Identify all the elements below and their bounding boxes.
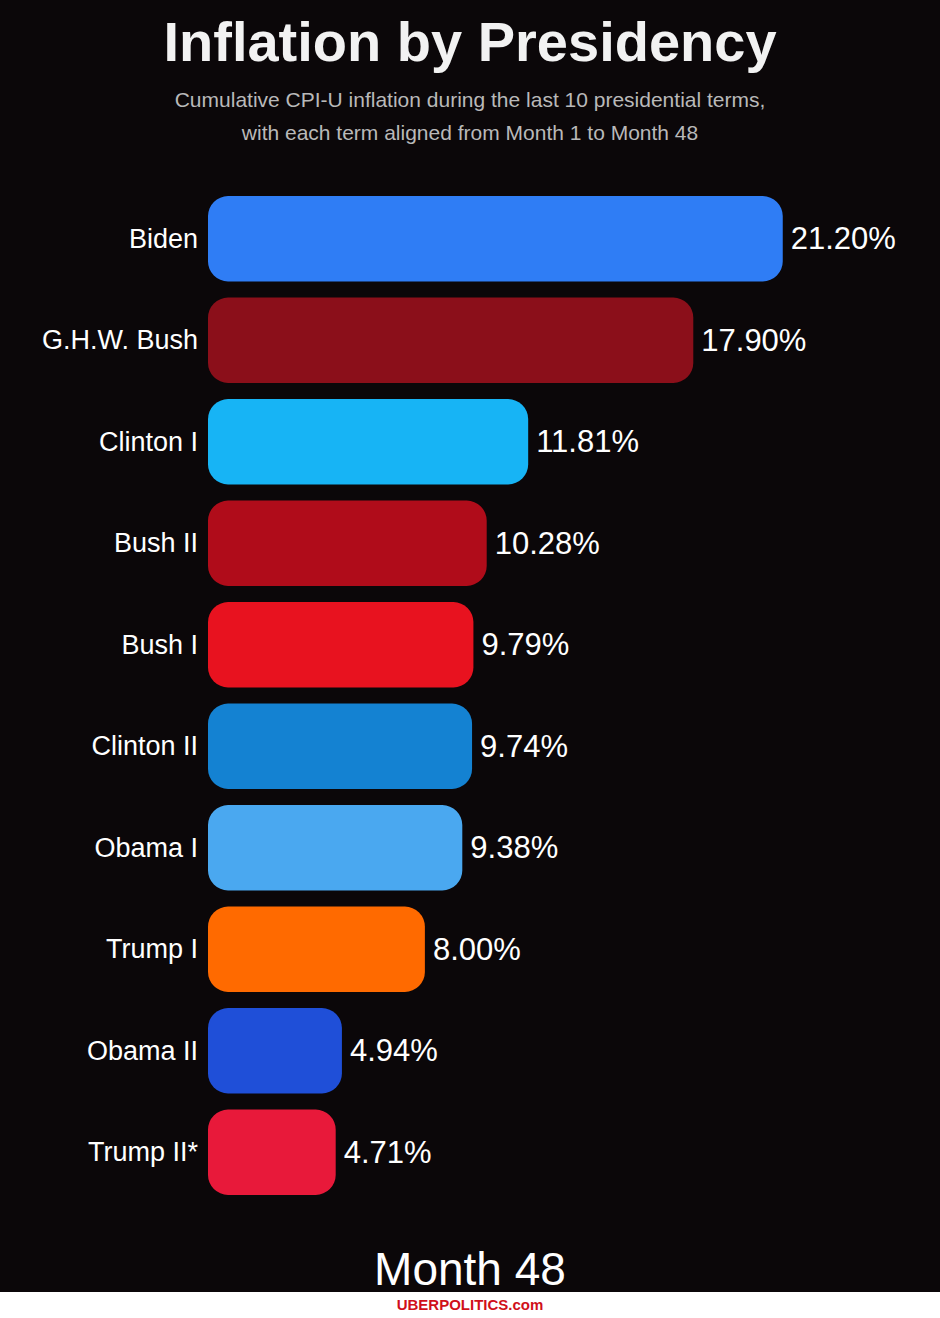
svg-text:17.90%: 17.90%	[701, 323, 806, 358]
svg-text:9.74%: 9.74%	[480, 729, 568, 764]
svg-text:Clinton I: Clinton I	[99, 427, 198, 457]
svg-text:Clinton II: Clinton II	[91, 731, 198, 761]
svg-text:11.81%: 11.81%	[536, 424, 639, 459]
svg-text:9.79%: 9.79%	[481, 627, 569, 662]
svg-text:21.20%: 21.20%	[791, 221, 896, 256]
svg-text:UBERPOLITICS.com: UBERPOLITICS.com	[397, 1296, 544, 1313]
svg-text:Bush I: Bush I	[121, 630, 198, 660]
svg-text:G.H.W. Bush: G.H.W. Bush	[42, 325, 198, 355]
svg-text:Trump II*: Trump II*	[88, 1137, 199, 1167]
svg-text:Month 48: Month 48	[374, 1243, 566, 1295]
svg-text:4.94%: 4.94%	[350, 1033, 438, 1068]
svg-text:Cumulative CPI-U inflation dur: Cumulative CPI-U inflation during the la…	[175, 88, 766, 111]
svg-text:9.38%: 9.38%	[470, 830, 558, 865]
svg-text:Obama I: Obama I	[94, 833, 198, 863]
svg-text:with each term aligned from Mo: with each term aligned from Month 1 to M…	[241, 121, 698, 144]
svg-text:Trump I: Trump I	[106, 934, 198, 964]
svg-text:Bush II: Bush II	[114, 528, 198, 558]
svg-text:8.00%: 8.00%	[433, 932, 521, 967]
svg-text:10.28%: 10.28%	[495, 526, 600, 561]
svg-text:Inflation by Presidency: Inflation by Presidency	[163, 10, 776, 73]
svg-text:Biden: Biden	[129, 224, 198, 254]
svg-text:Obama II: Obama II	[87, 1036, 198, 1066]
svg-text:4.71%: 4.71%	[344, 1135, 432, 1170]
